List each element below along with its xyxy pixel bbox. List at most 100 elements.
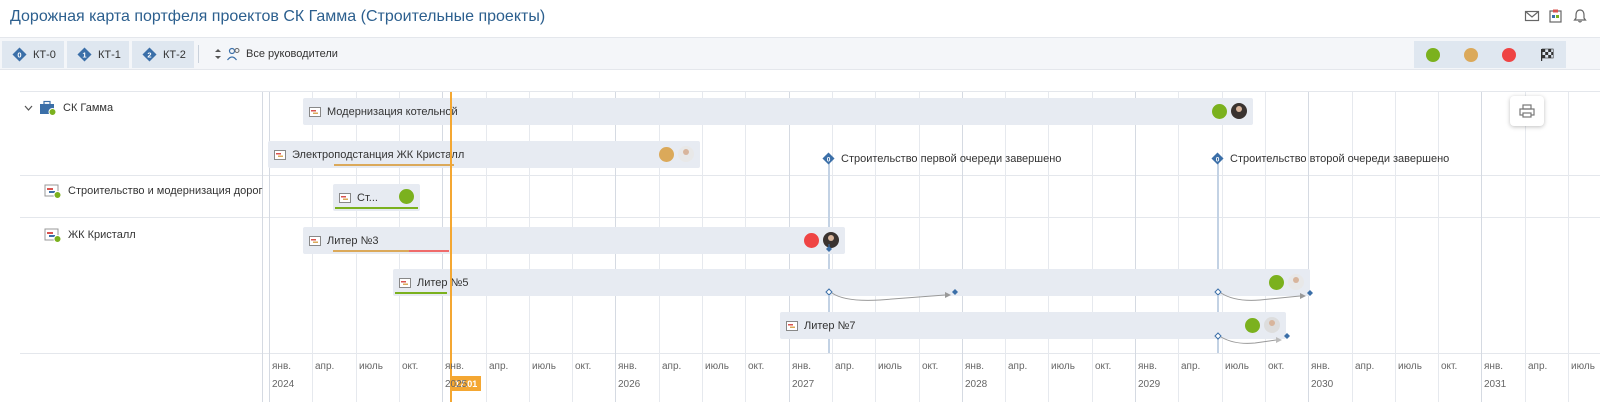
dependency-node — [1214, 288, 1222, 296]
page-header: Дорожная карта портфеля проектов СК Гамм… — [0, 0, 1600, 38]
axis-month-label: апр. — [662, 361, 682, 372]
managers-filter[interactable]: Все руководители — [214, 46, 338, 62]
row-roads[interactable]: Строительство и модернизация дорог — [44, 183, 263, 199]
toolbar-divider — [198, 45, 199, 63]
status-filter-yellow[interactable] — [1452, 41, 1490, 68]
row-zhk-kristall[interactable]: ЖК Кристалл — [44, 227, 136, 243]
milestone-0-icon: 0 — [822, 152, 835, 165]
dependency-node — [1214, 332, 1222, 340]
project-bar-roads[interactable]: Ст... — [333, 184, 420, 211]
kt-2-button[interactable]: 2 КТ-2 — [132, 41, 194, 68]
axis-month-label: янв. — [792, 361, 812, 372]
row-divider — [20, 217, 1600, 218]
axis-month-label: апр. — [1528, 361, 1548, 372]
year-gridline — [1481, 92, 1482, 402]
milestone-0-icon: 0 — [12, 47, 27, 62]
page-title: Дорожная карта портфеля проектов СК Гамм… — [10, 8, 546, 25]
manager-avatar[interactable] — [1264, 317, 1280, 333]
axis-month-label: июль — [359, 361, 383, 372]
axis-month-label: окт. — [402, 361, 419, 372]
calendar-clip-icon[interactable] — [1548, 8, 1564, 24]
milestone-second-stage[interactable]: 0 Строительство второй очереди завершено — [1211, 152, 1449, 165]
project-icon — [786, 320, 798, 331]
print-button[interactable] — [1510, 96, 1544, 126]
axis-month-label: июль — [1398, 361, 1422, 372]
project-bar-boiler[interactable]: Модернизация котельной — [303, 98, 1253, 125]
quarter-gridline — [1265, 92, 1266, 402]
axis-month-label: окт. — [1441, 361, 1458, 372]
quarter-gridline — [1005, 92, 1006, 402]
kt-1-button[interactable]: 1 КТ-1 — [67, 41, 129, 68]
axis-month-label: апр. — [315, 361, 335, 372]
row-divider — [20, 91, 1600, 92]
axis-month-label: июль — [1225, 361, 1249, 372]
manager-avatar[interactable] — [1231, 103, 1247, 119]
project-bar-liter-3[interactable]: Литер №3 — [303, 227, 845, 254]
row-sk-gamma[interactable]: СК Гамма — [24, 100, 113, 116]
axis-year-label: 2030 — [1311, 379, 1334, 390]
checkered-flag-icon — [1541, 48, 1554, 61]
axis-month-label: июль — [705, 361, 729, 372]
dependency-node — [826, 246, 832, 252]
sort-updown-icon — [215, 49, 221, 59]
axis-year-label: 2031 — [1484, 379, 1507, 390]
svg-text:0: 0 — [17, 50, 21, 59]
today-line — [450, 92, 452, 402]
project-bar-liter-5[interactable]: Литер №5 — [393, 269, 1310, 296]
row-roads-label: Строительство и модернизация дорог — [68, 185, 263, 197]
kt-0-button[interactable]: 0 КТ-0 — [2, 41, 64, 68]
progress-bar — [333, 250, 409, 252]
manager-avatar-sketch[interactable] — [678, 146, 694, 162]
axis-month-label: янв. — [272, 361, 292, 372]
manager-avatar-sketch[interactable] — [1288, 274, 1304, 290]
people-icon — [227, 47, 240, 61]
chevron-down-icon[interactable] — [24, 105, 33, 111]
milestone-label: Строительство первой очереди завершено — [841, 152, 1062, 165]
toolbar: 0 КТ-0 1 КТ-1 2 КТ-2 Все руководители — [0, 38, 1600, 70]
manager-avatar[interactable] — [823, 232, 839, 248]
row-divider — [20, 175, 1600, 176]
year-gridline — [962, 92, 963, 402]
kt-2-label: КТ-2 — [163, 48, 186, 61]
axis-month-label: апр. — [1008, 361, 1028, 372]
axis-month-label: апр. — [835, 361, 855, 372]
axis-month-label: окт. — [1095, 361, 1112, 372]
axis-month-label: янв. — [1138, 361, 1158, 372]
kt-0-label: КТ-0 — [33, 48, 56, 61]
progress-bar — [395, 292, 447, 294]
milestone-0-icon: 0 — [1211, 152, 1224, 165]
quarter-gridline — [1438, 92, 1439, 402]
year-gridline — [1135, 92, 1136, 402]
quarter-gridline — [1568, 92, 1569, 402]
progress-bar-overdue — [409, 250, 449, 252]
quarter-gridline — [1395, 92, 1396, 402]
project-bar-label: Ст... — [357, 191, 378, 204]
project-bar-label: Модернизация котельной — [327, 105, 458, 118]
bell-icon[interactable] — [1572, 8, 1588, 24]
finish-flag-button[interactable] — [1528, 41, 1566, 68]
status-filter-green[interactable] — [1414, 41, 1452, 68]
printer-icon — [1519, 104, 1535, 118]
progress-bar — [334, 164, 454, 166]
project-bar-liter-7[interactable]: Литер №7 — [780, 312, 1286, 339]
milestone-first-stage[interactable]: 0 Строительство первой очереди завершено — [822, 152, 1061, 165]
milestone-line — [1217, 156, 1219, 353]
row-sk-gamma-label: СК Гамма — [63, 102, 114, 114]
quarter-gridline — [1092, 92, 1093, 402]
project-bar-substation[interactable]: Электроподстанция ЖК Кристалл — [268, 141, 700, 168]
svg-text:1: 1 — [82, 50, 86, 59]
project-icon — [399, 277, 411, 288]
status-filter-red[interactable] — [1490, 41, 1528, 68]
roadmap-gantt: СК Гамма Строительство и модернизация до… — [0, 70, 1600, 403]
axis-month-label: апр. — [489, 361, 509, 372]
axis-month-label: окт. — [575, 361, 592, 372]
quarter-gridline — [1222, 92, 1223, 402]
status-dot — [1212, 103, 1227, 119]
status-dot — [804, 232, 819, 248]
progress-bar — [335, 207, 418, 209]
milestone-1-icon: 1 — [77, 47, 92, 62]
mail-icon[interactable] — [1524, 8, 1540, 24]
project-icon — [274, 149, 286, 160]
axis-year-label: 2025 — [445, 379, 468, 390]
axis-month-label: янв. — [618, 361, 638, 372]
